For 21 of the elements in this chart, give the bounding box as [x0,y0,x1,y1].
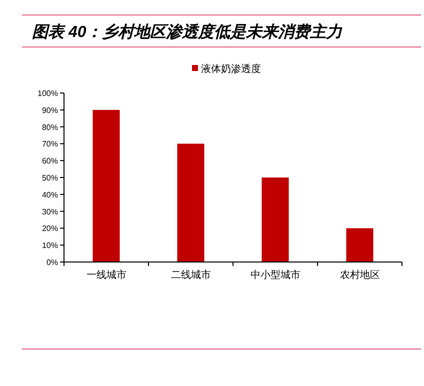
y-tick-label: 20% [42,224,58,234]
x-tick-label: 一线城市 [86,269,126,281]
bar [92,110,120,262]
y-tick-label: 40% [42,190,58,200]
y-tick-label: 50% [42,174,58,182]
y-tick-label: 80% [42,122,58,132]
y-tick-label: 90% [42,106,58,115]
y-tick-label: 0% [46,258,58,267]
y-tick-label: 30% [42,207,58,216]
legend-label: 液体奶渗透度 [201,63,261,75]
y-tick-label: 10% [42,241,58,250]
x-tick-label: 农村地区 [340,269,380,281]
y-tick-label: 60% [42,156,58,166]
x-tick-label: 中小型城市 [250,269,300,281]
y-tick-label: 70% [42,140,58,149]
chart-title: 图表 40：乡村地区渗透度低是未来消费主力 [32,22,344,41]
x-tick-label: 二线城市 [170,269,211,281]
bar [346,228,374,262]
y-tick-label: 100% [38,89,58,98]
bar [177,144,204,262]
bar [262,178,289,262]
